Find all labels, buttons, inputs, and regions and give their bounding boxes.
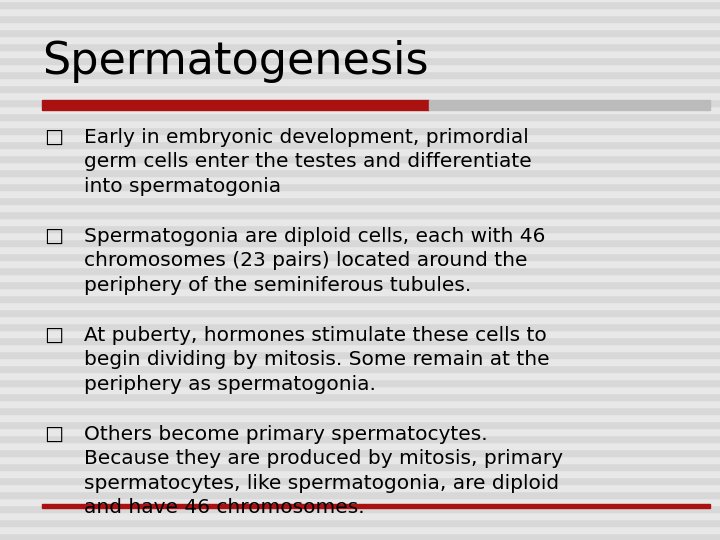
Bar	[0, 477, 720, 484]
Bar	[0, 190, 720, 197]
Bar	[0, 379, 720, 386]
Bar	[0, 498, 720, 505]
Bar	[0, 204, 720, 211]
Bar	[0, 295, 720, 302]
Bar	[0, 162, 720, 169]
Bar	[0, 358, 720, 365]
Bar	[0, 323, 720, 330]
Bar	[0, 421, 720, 428]
Bar	[0, 267, 720, 274]
Text: Others become primary spermatocytes.
Because they are produced by mitosis, prima: Others become primary spermatocytes. Bec…	[84, 425, 563, 517]
Text: □: □	[44, 227, 63, 246]
Bar	[0, 1, 720, 8]
Bar	[0, 134, 720, 141]
Bar	[0, 533, 720, 540]
Bar	[0, 400, 720, 407]
Text: Spermatogonia are diploid cells, each with 46
chromosomes (23 pairs) located aro: Spermatogonia are diploid cells, each wi…	[84, 227, 545, 294]
Bar	[0, 288, 720, 295]
Bar	[0, 57, 720, 64]
Bar	[0, 71, 720, 78]
Bar	[0, 344, 720, 351]
Bar	[0, 330, 720, 337]
Bar	[0, 169, 720, 176]
Text: □: □	[44, 128, 63, 147]
Text: Early in embryonic development, primordial
germ cells enter the testes and diffe: Early in embryonic development, primordi…	[84, 128, 532, 195]
Bar	[0, 15, 720, 22]
Bar	[0, 176, 720, 183]
Text: Spermatogenesis: Spermatogenesis	[42, 40, 428, 83]
Bar	[0, 225, 720, 232]
Bar	[0, 253, 720, 260]
Bar	[0, 50, 720, 57]
Text: □: □	[44, 425, 63, 444]
Bar	[0, 22, 720, 29]
Bar	[0, 183, 720, 190]
Bar	[0, 526, 720, 533]
Bar	[42, 100, 429, 110]
Bar	[0, 351, 720, 358]
Bar	[0, 505, 720, 512]
Bar	[0, 274, 720, 281]
Bar	[0, 64, 720, 71]
Bar	[0, 106, 720, 113]
Bar	[0, 218, 720, 225]
Bar	[0, 435, 720, 442]
Bar	[0, 365, 720, 372]
Bar	[0, 316, 720, 323]
Bar	[0, 302, 720, 309]
Bar	[0, 372, 720, 379]
Bar	[0, 456, 720, 463]
Bar	[0, 281, 720, 288]
Bar	[0, 36, 720, 43]
Bar	[0, 491, 720, 498]
Bar	[0, 309, 720, 316]
Bar	[0, 463, 720, 470]
Bar	[0, 232, 720, 239]
Text: At puberty, hormones stimulate these cells to
begin dividing by mitosis. Some re: At puberty, hormones stimulate these cel…	[84, 326, 549, 394]
Bar	[0, 99, 720, 106]
Bar	[0, 78, 720, 85]
Text: □: □	[44, 326, 63, 345]
Bar	[0, 85, 720, 92]
Bar	[0, 211, 720, 218]
Bar	[0, 239, 720, 246]
Bar	[0, 386, 720, 393]
Bar	[0, 141, 720, 148]
Bar	[0, 442, 720, 449]
Bar	[0, 407, 720, 414]
Bar	[0, 246, 720, 253]
Bar	[0, 148, 720, 155]
Bar	[0, 127, 720, 134]
Bar	[0, 113, 720, 120]
Bar	[0, 512, 720, 519]
Bar	[0, 428, 720, 435]
Bar	[0, 155, 720, 162]
Bar	[0, 8, 720, 15]
Bar	[0, 414, 720, 421]
Bar	[0, 29, 720, 36]
Bar	[0, 337, 720, 344]
Bar	[0, 0, 720, 1]
Bar	[0, 470, 720, 477]
Bar	[0, 120, 720, 127]
Bar	[0, 197, 720, 204]
Bar	[429, 100, 710, 110]
Bar	[0, 260, 720, 267]
Bar	[0, 519, 720, 526]
Bar	[42, 504, 710, 508]
Bar	[0, 393, 720, 400]
Bar	[0, 484, 720, 491]
Bar	[0, 92, 720, 99]
Bar	[0, 43, 720, 50]
Bar	[0, 449, 720, 456]
